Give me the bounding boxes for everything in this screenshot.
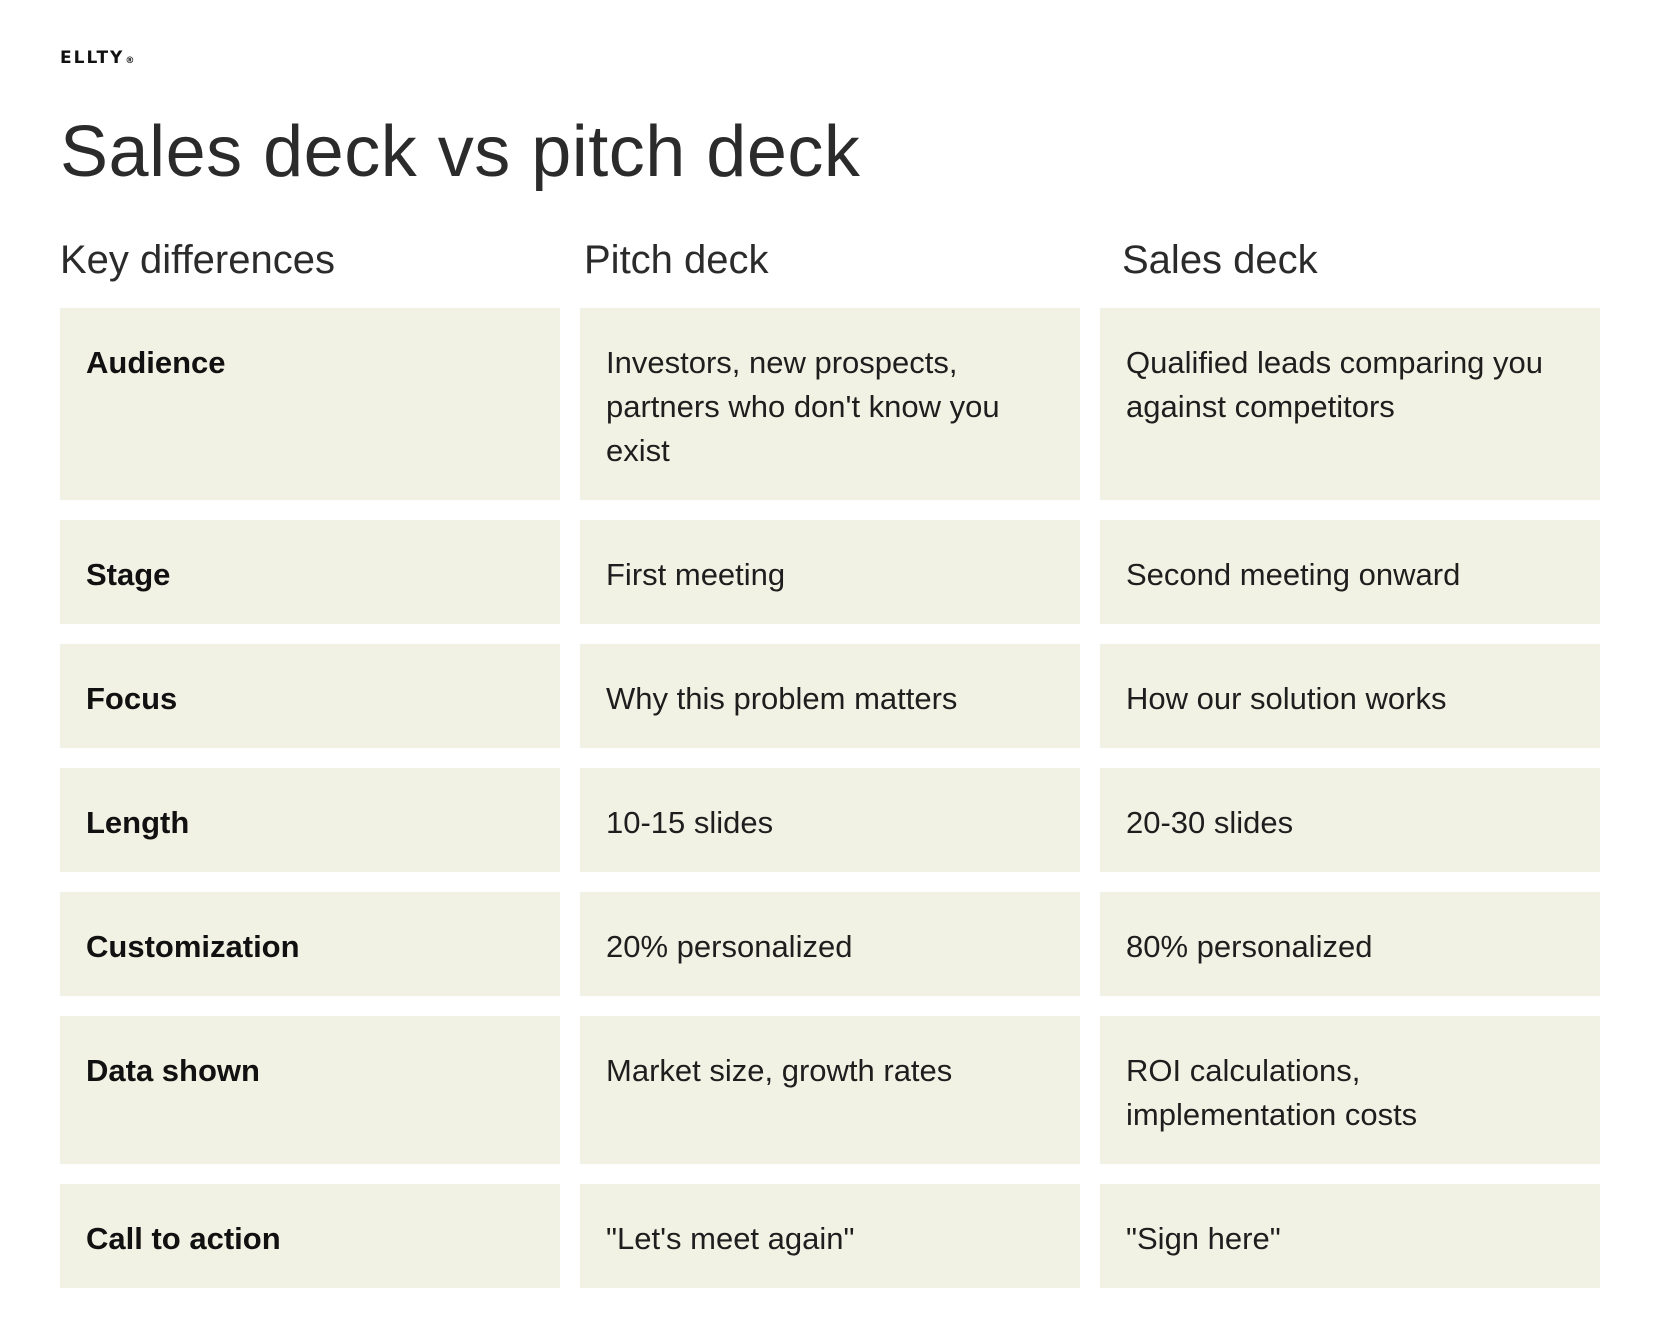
table-row: Call to action "Let's meet again" "Sign …: [60, 1184, 1600, 1288]
pitch-cell: 20% personalized: [580, 892, 1080, 996]
pitch-cell: Why this problem matters: [580, 644, 1080, 748]
row-label: Length: [60, 768, 560, 872]
sales-cell: Second meeting onward: [1100, 520, 1600, 624]
header-key-differences: Key differences: [60, 238, 335, 282]
sales-cell: 80% personalized: [1100, 892, 1600, 996]
header-sales-deck: Sales deck: [1122, 238, 1318, 282]
table-row: Focus Why this problem matters How our s…: [60, 644, 1600, 748]
table-row: Audience Investors, new prospects, partn…: [60, 308, 1600, 500]
row-label: Call to action: [60, 1184, 560, 1288]
sales-cell: ROI calculations, implementation costs: [1100, 1016, 1600, 1164]
pitch-cell: 10-15 slides: [580, 768, 1080, 872]
table-row: Length 10-15 slides 20-30 slides: [60, 768, 1600, 872]
comparison-table: Audience Investors, new prospects, partn…: [60, 308, 1600, 1288]
row-label: Data shown: [60, 1016, 560, 1164]
pitch-cell: Investors, new prospects, partners who d…: [580, 308, 1080, 500]
column-headers: Key differences Pitch deck Sales deck: [60, 236, 1600, 284]
sales-cell: "Sign here": [1100, 1184, 1600, 1288]
row-label: Audience: [60, 308, 560, 500]
sales-cell: How our solution works: [1100, 644, 1600, 748]
table-row: Stage First meeting Second meeting onwar…: [60, 520, 1600, 624]
pitch-cell: "Let's meet again": [580, 1184, 1080, 1288]
logo-mark: ®: [125, 56, 135, 66]
header-pitch-deck: Pitch deck: [584, 238, 769, 282]
row-label: Stage: [60, 520, 560, 624]
sales-cell: 20-30 slides: [1100, 768, 1600, 872]
logo-text: ELLTY: [60, 48, 125, 68]
row-label: Focus: [60, 644, 560, 748]
pitch-cell: First meeting: [580, 520, 1080, 624]
sales-cell: Qualified leads comparing you against co…: [1100, 308, 1600, 500]
pitch-cell: Market size, growth rates: [580, 1016, 1080, 1164]
page-title: Sales deck vs pitch deck: [60, 112, 861, 192]
row-label: Customization: [60, 892, 560, 996]
table-row: Customization 20% personalized 80% perso…: [60, 892, 1600, 996]
table-row: Data shown Market size, growth rates ROI…: [60, 1016, 1600, 1164]
brand-logo: ELLTY®: [60, 48, 1600, 68]
